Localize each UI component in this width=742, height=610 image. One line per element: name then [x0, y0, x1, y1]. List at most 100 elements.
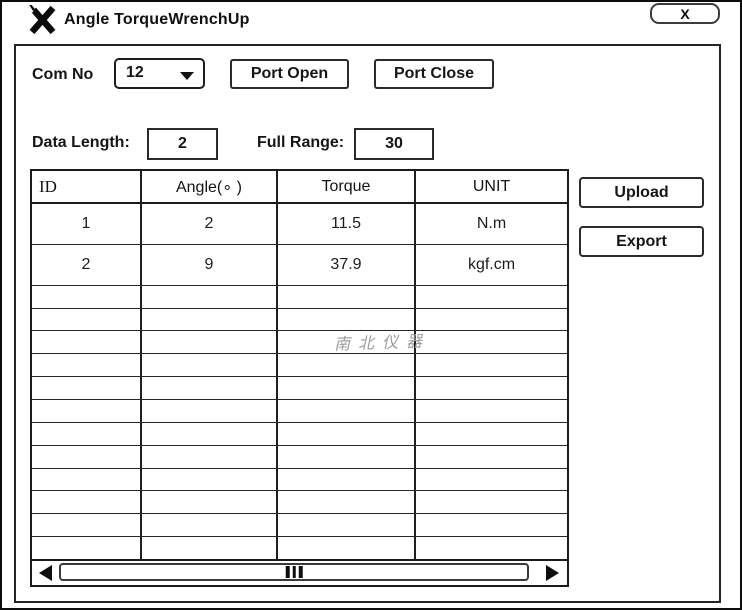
table-cell	[32, 377, 142, 400]
table-cell	[32, 445, 142, 468]
table-cell	[278, 422, 416, 445]
table-cell: 2	[142, 204, 278, 244]
column-header-torque[interactable]: Torque	[278, 171, 416, 202]
column-header-unit[interactable]: UNIT	[472, 177, 511, 195]
table-cell	[32, 422, 142, 445]
crossed-tools-icon	[25, 3, 59, 35]
table-cell	[278, 400, 416, 422]
export-button[interactable]: Export	[579, 226, 704, 257]
port-close-button[interactable]: Port Close	[374, 59, 494, 89]
table-cell: kgf.cm	[467, 255, 516, 273]
table-cell	[32, 468, 142, 491]
table-cell	[142, 468, 278, 491]
table-row[interactable]	[32, 468, 567, 492]
com-no-value: 12	[126, 64, 144, 81]
table-cell	[278, 468, 416, 491]
table-cell	[278, 445, 416, 468]
table-cell	[416, 446, 567, 468]
table-cell	[278, 285, 416, 308]
com-no-dropdown[interactable]: 12	[114, 58, 205, 89]
upload-button[interactable]: Upload	[579, 177, 704, 208]
table-cell	[32, 400, 142, 422]
table-cell	[278, 491, 416, 514]
column-header-id[interactable]: ID	[32, 171, 142, 202]
table-cell: 1	[32, 204, 142, 244]
table-cell	[416, 537, 567, 559]
chevron-down-icon	[180, 72, 194, 80]
table-cell	[142, 422, 278, 445]
table-cell	[416, 286, 567, 308]
table-cell	[278, 331, 416, 354]
table-cell	[416, 331, 567, 353]
table-cell: N.m	[476, 214, 507, 232]
table-cell	[416, 469, 567, 491]
table-row[interactable]	[32, 491, 567, 515]
port-open-button[interactable]: Port Open	[230, 59, 349, 89]
table-row[interactable]: 2 9 37.9 kgf.cm	[32, 244, 567, 286]
table-cell	[278, 514, 416, 537]
table-cell	[278, 354, 416, 377]
table-cell	[278, 308, 416, 331]
table-cell	[416, 423, 567, 445]
full-range-label: Full Range:	[257, 134, 345, 151]
table-row[interactable]: 1 2 11.5 N.m	[32, 204, 567, 245]
table-row[interactable]	[32, 537, 567, 560]
measurement-table: ID Angle(∘ ) Torque UNIT 南北仪器 1 2 11.5 N.m 2…	[30, 169, 569, 587]
upload-label: Upload	[614, 183, 669, 201]
table-body: 南北仪器 1 2 11.5 N.m 2 9 37.9 kgf.cm	[32, 204, 567, 560]
table-cell	[278, 537, 416, 560]
window-title: Angle TorqueWrenchUp	[64, 11, 250, 28]
table-cell	[416, 309, 567, 331]
table-row[interactable]	[32, 422, 567, 446]
table-cell	[32, 308, 142, 331]
full-range-field[interactable]	[354, 128, 434, 160]
table-cell	[142, 537, 278, 560]
table-cell	[32, 514, 142, 537]
table-cell	[32, 491, 142, 514]
table-row[interactable]	[32, 445, 567, 469]
table-cell	[142, 514, 278, 537]
table-cell	[142, 400, 278, 422]
data-length-label: Data Length:	[32, 134, 130, 151]
table-row[interactable]	[32, 285, 567, 309]
table-cell	[32, 331, 142, 354]
table-cell	[142, 491, 278, 514]
table-cell: 11.5	[278, 204, 416, 244]
table-cell	[416, 491, 567, 513]
table-cell	[142, 354, 278, 377]
horizontal-scrollbar[interactable]	[32, 559, 567, 585]
table-cell	[416, 514, 567, 536]
table-cell	[32, 537, 142, 560]
scroll-right-icon[interactable]	[546, 565, 559, 581]
close-icon: X	[680, 5, 690, 22]
table-cell	[142, 445, 278, 468]
table-cell	[416, 377, 567, 399]
column-header-angle[interactable]: Angle(∘ )	[142, 171, 278, 202]
table-cell	[142, 377, 278, 400]
table-row[interactable]	[32, 377, 567, 401]
close-button[interactable]: X	[650, 3, 720, 24]
com-no-label: Com No	[32, 66, 94, 83]
table-cell	[278, 377, 416, 400]
table-cell: 37.9	[278, 244, 416, 285]
table-cell	[142, 285, 278, 308]
export-label: Export	[616, 232, 667, 250]
table-row[interactable]	[32, 308, 567, 332]
table-cell	[142, 308, 278, 331]
table-header-row: ID Angle(∘ ) Torque UNIT	[32, 171, 567, 204]
table-row[interactable]	[32, 514, 567, 538]
scroll-left-icon[interactable]	[39, 565, 52, 581]
table-row[interactable]	[32, 354, 567, 378]
table-row[interactable]	[32, 331, 567, 355]
data-length-field[interactable]	[147, 128, 218, 160]
scrollbar-thumb[interactable]	[59, 563, 529, 581]
thumb-grip-icon	[285, 566, 303, 578]
table-row[interactable]	[32, 400, 567, 423]
port-close-label: Port Close	[393, 65, 474, 82]
table-cell	[416, 400, 567, 422]
table-cell	[142, 331, 278, 354]
table-cell	[416, 354, 567, 376]
table-cell: 9	[142, 244, 278, 285]
port-open-label: Port Open	[250, 65, 329, 82]
